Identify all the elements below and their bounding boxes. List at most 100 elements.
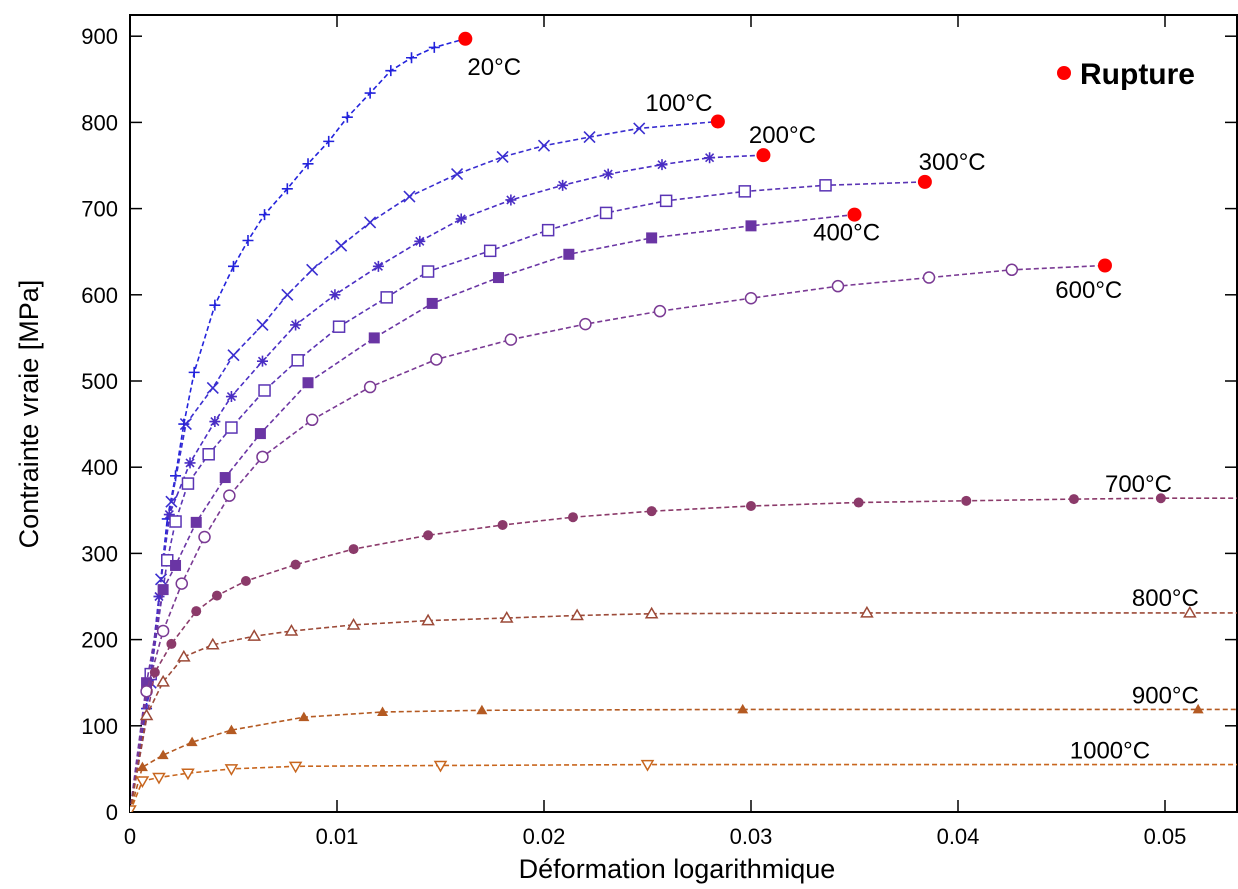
open-square-marker	[819, 179, 832, 192]
open-square-marker	[541, 223, 555, 237]
series-label: 20°C	[467, 54, 521, 81]
x-tick-label: 0.01	[316, 824, 359, 849]
x-tick-label: 0.02	[523, 824, 566, 849]
filled-triangle-up-marker	[186, 736, 198, 747]
x-axis-title: Déformation logarithmique	[519, 854, 836, 884]
series-label: 200°C	[749, 122, 816, 149]
open-triangle-down-marker	[433, 760, 448, 773]
open-square-marker	[202, 448, 215, 461]
filled-circle-marker	[961, 495, 972, 506]
series-line	[130, 612, 1237, 812]
filled-square-marker	[141, 677, 153, 689]
series-400c	[130, 213, 855, 812]
filled-square-marker	[646, 232, 658, 244]
filled-triangle-up-marker	[1192, 703, 1204, 714]
filled-circle-marker	[1155, 493, 1166, 504]
filled-circle-marker	[191, 606, 202, 617]
series-line	[130, 120, 718, 812]
open-circle-marker	[831, 279, 845, 293]
y-tick-label: 800	[81, 110, 118, 135]
open-triangle-up-marker	[284, 623, 299, 636]
plus-marker	[364, 87, 376, 99]
series-label: 600°C	[1055, 277, 1122, 304]
plus-marker	[323, 135, 335, 147]
filled-triangle-up-marker	[225, 724, 237, 735]
filled-triangle-up-marker	[377, 706, 389, 717]
open-square-marker	[169, 515, 182, 528]
cross-marker	[256, 318, 269, 332]
y-tick-label: 0	[106, 800, 118, 825]
x-tick-label: 0	[124, 824, 136, 849]
x-tick-label: 0.05	[1144, 824, 1187, 849]
open-triangle-up-marker	[421, 613, 435, 626]
axes: 0 100 200 300 400 500 600 700 800 900 0 0.01 0.02 0.0…	[81, 14, 1238, 849]
legend-rupture-marker	[1057, 66, 1071, 80]
series-100c	[130, 120, 718, 812]
asterisk-marker	[656, 159, 668, 171]
filled-square-marker	[302, 377, 314, 389]
open-square-marker	[599, 206, 613, 220]
rupture-point	[1097, 258, 1112, 273]
filled-circle-marker	[240, 575, 251, 586]
cross-marker	[165, 495, 178, 508]
asterisk-marker	[163, 509, 175, 521]
open-circle-marker	[140, 685, 153, 698]
open-square-marker	[258, 384, 271, 397]
rupture-point	[458, 31, 473, 46]
rupture-point	[710, 114, 725, 129]
open-circle-marker	[198, 530, 211, 544]
plus-marker	[259, 209, 271, 221]
y-tick-label: 600	[81, 283, 118, 308]
series-line	[130, 264, 1106, 812]
filled-circle-marker	[497, 519, 508, 530]
plot-frame	[129, 14, 1238, 813]
asterisk-marker	[209, 416, 221, 428]
plus-marker	[242, 234, 254, 246]
series-line	[130, 497, 1237, 812]
cross-marker	[227, 349, 240, 362]
open-triangle-up-marker	[177, 649, 191, 662]
series-label: 1000°C	[1070, 738, 1150, 765]
filled-square-marker	[254, 428, 266, 440]
cross-marker	[496, 150, 509, 163]
open-triangle-down-marker	[640, 759, 655, 772]
open-circle-marker	[223, 489, 236, 502]
asterisk-marker	[184, 457, 196, 469]
open-circle-marker	[1005, 263, 1019, 277]
plus-marker	[209, 299, 221, 311]
filled-square-marker	[170, 559, 182, 571]
series-1000c	[130, 759, 1237, 812]
filled-circle-marker	[1068, 494, 1079, 505]
filled-square-marker	[563, 248, 575, 260]
open-triangle-down-marker	[181, 768, 195, 781]
open-circle-marker	[653, 304, 667, 318]
open-square-marker	[483, 244, 497, 258]
cross-marker	[583, 130, 596, 144]
series-line	[130, 38, 466, 812]
asterisk-marker	[602, 168, 614, 180]
y-tick-label: 700	[81, 197, 118, 222]
open-circle-marker	[256, 450, 269, 464]
series-label: 900°C	[1132, 682, 1199, 709]
open-triangle-up-marker	[1183, 605, 1197, 618]
y-tick-label: 300	[81, 541, 118, 566]
cross-marker	[364, 216, 377, 229]
open-triangle-up-marker	[205, 637, 220, 650]
series-label: 400°C	[813, 219, 880, 246]
plus-marker	[385, 65, 397, 77]
y-tick-label: 100	[81, 714, 118, 739]
open-circle-marker	[430, 353, 443, 366]
open-triangle-up-marker	[499, 611, 514, 623]
plus-marker	[341, 111, 353, 123]
open-triangle-up-marker	[139, 708, 154, 721]
asterisk-marker	[256, 355, 268, 367]
open-triangle-up-marker	[156, 674, 170, 687]
rupture-point	[847, 207, 862, 222]
open-circle-marker	[744, 291, 758, 305]
series-labels: 20°C 100°C 200°C 300°C 400°C 600°C 700°C 800°C 9…	[467, 54, 1198, 765]
open-triangle-down-marker	[130, 805, 137, 812]
cross-marker	[633, 122, 646, 135]
filled-square-marker	[219, 472, 231, 484]
open-triangle-up-marker	[644, 606, 659, 619]
series-group	[130, 38, 1237, 812]
